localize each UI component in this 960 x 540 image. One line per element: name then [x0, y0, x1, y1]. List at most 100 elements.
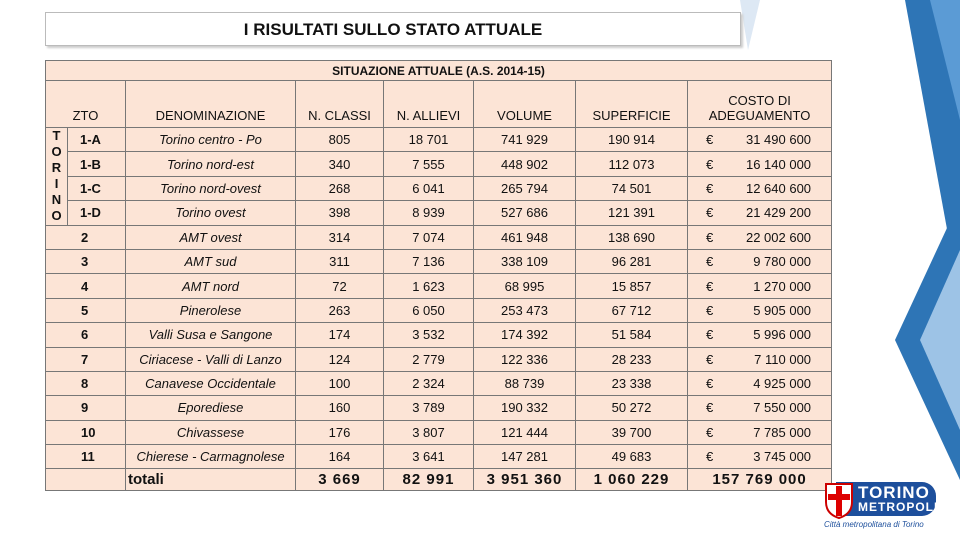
deco-triangle	[905, 0, 960, 300]
number-cell: 176	[295, 419, 384, 446]
name-cell: Canavese Occidentale	[125, 370, 296, 397]
number-cell: 50 272	[575, 395, 688, 421]
name-cell: Torino nord-ovest	[125, 175, 296, 202]
total-cell: 1 060 229	[575, 468, 688, 492]
zto-cell: 4	[45, 273, 126, 299]
number-cell: 8 939	[383, 200, 474, 226]
number-cell: 6 041	[383, 175, 474, 202]
zto-cell: 1-D	[67, 200, 126, 226]
currency-cell: €	[687, 126, 720, 153]
zto-cell: 5	[45, 297, 126, 324]
number-cell: 7 555	[383, 151, 474, 177]
totals-label: totali	[125, 468, 296, 492]
table-row: 2 AMT ovest 314 7 074 461 948 138 690 €22 002 …	[45, 224, 833, 250]
number-cell: 7 074	[383, 224, 474, 250]
cost-cell: 21 429 200	[719, 200, 833, 226]
cost-cell: 5 905 000	[719, 297, 833, 324]
number-cell: 3 807	[383, 419, 474, 446]
number-cell: 527 686	[473, 200, 576, 226]
currency-cell: €	[687, 370, 720, 397]
name-cell: Torino nord-est	[125, 151, 296, 177]
slide-title: I RISULTATI SULLO STATO ATTUALE	[45, 12, 741, 46]
name-cell: Torino ovest	[125, 200, 296, 226]
currency-cell: €	[687, 200, 720, 226]
name-cell: AMT sud	[125, 248, 296, 275]
number-cell: 100	[295, 370, 384, 397]
table-row: 1-C Torino nord-ovest 268 6 041 265 794 74 50…	[46, 175, 833, 202]
number-cell: 51 584	[575, 322, 688, 348]
column-header: SUPERFICIE	[575, 80, 688, 128]
column-header: ZTO	[45, 80, 126, 128]
table-row: 1-D Torino ovest 398 8 939 527 686 121 391 €21…	[46, 200, 833, 226]
number-cell: 190 914	[575, 126, 688, 153]
zto-cell: 2	[45, 224, 126, 250]
deco-triangle	[920, 250, 960, 430]
number-cell: 265 794	[473, 175, 576, 202]
number-cell: 49 683	[575, 444, 688, 470]
cost-cell: 7 785 000	[719, 419, 833, 446]
logo: TORINO METROPOLI Città metropolitana di …	[822, 480, 940, 536]
number-cell: 23 338	[575, 370, 688, 397]
number-cell: 311	[295, 248, 384, 275]
column-header: VOLUME	[473, 80, 576, 128]
cost-cell: 9 780 000	[719, 248, 833, 275]
name-cell: Chivassese	[125, 419, 296, 446]
number-cell: 7 136	[383, 248, 474, 275]
name-cell: AMT nord	[125, 273, 296, 299]
deco-triangle	[930, 0, 960, 120]
currency-cell: €	[687, 151, 720, 177]
number-cell: 174 392	[473, 322, 576, 348]
number-cell: 805	[295, 126, 384, 153]
number-cell: 3 532	[383, 322, 474, 348]
table-row: 10 Chivassese 176 3 807 121 444 39 700 €7 785 …	[45, 419, 833, 446]
logo-tagline: Città metropolitana di Torino	[824, 520, 924, 529]
zto-cell: 6	[45, 322, 126, 348]
number-cell: 122 336	[473, 346, 576, 372]
table-row: 6 Valli Susa e Sangone 174 3 532 174 392 51 5…	[45, 322, 833, 348]
group-label: TORINO	[45, 127, 68, 226]
table-row: TORINO 1-A Torino centro - Po 805 18 701 741 …	[45, 126, 833, 226]
column-header: DENOMINAZIONE	[125, 80, 296, 128]
number-cell: 121 444	[473, 419, 576, 446]
logo-subname: METROPOLI	[858, 500, 939, 514]
table-row: 9 Eporediese 160 3 789 190 332 50 272 €7 550 0…	[45, 395, 833, 421]
name-cell: Eporediese	[125, 395, 296, 421]
number-cell: 174	[295, 322, 384, 348]
number-cell: 164	[295, 444, 384, 470]
number-cell: 1 623	[383, 273, 474, 299]
number-cell: 253 473	[473, 297, 576, 324]
currency-cell: €	[687, 346, 720, 372]
number-cell: 68 995	[473, 273, 576, 299]
number-cell: 2 779	[383, 346, 474, 372]
table-row: 1-B Torino nord-est 340 7 555 448 902 112 073…	[46, 151, 833, 177]
number-cell: 124	[295, 346, 384, 372]
number-cell: 96 281	[575, 248, 688, 275]
number-cell: 39 700	[575, 419, 688, 446]
table-row: ZTO DENOMINAZIONE N. CLASSI N. ALLIEVI VOLUM…	[45, 80, 833, 128]
zto-cell: 9	[45, 395, 126, 421]
cost-cell: 12 640 600	[719, 175, 833, 202]
table-caption: SITUAZIONE ATTUALE (A.S. 2014-15)	[44, 60, 833, 81]
number-cell: 72	[295, 273, 384, 299]
currency-cell: €	[687, 322, 720, 348]
zto-cell: 1-A	[67, 126, 126, 153]
empty-cell	[45, 468, 126, 492]
number-cell: 74 501	[575, 175, 688, 202]
table-row: SITUAZIONE ATTUALE (A.S. 2014-15)	[44, 60, 833, 81]
column-header: N. ALLIEVI	[383, 80, 474, 128]
currency-cell: €	[687, 395, 720, 421]
cost-cell: 22 002 600	[719, 224, 833, 250]
name-cell: AMT ovest	[125, 224, 296, 250]
zto-cell: 1-C	[67, 175, 126, 202]
currency-cell: €	[687, 224, 720, 250]
currency-cell: €	[687, 273, 720, 299]
total-cell: 157 769 000	[686, 468, 833, 492]
total-cell: 82 991	[383, 468, 474, 492]
name-cell: Ciriacese - Valli di Lanzo	[125, 346, 296, 372]
number-cell: 448 902	[473, 151, 576, 177]
number-cell: 461 948	[473, 224, 576, 250]
column-header: N. CLASSI	[295, 80, 384, 128]
total-cell: 3 951 360	[473, 468, 576, 492]
currency-cell: €	[687, 444, 720, 470]
